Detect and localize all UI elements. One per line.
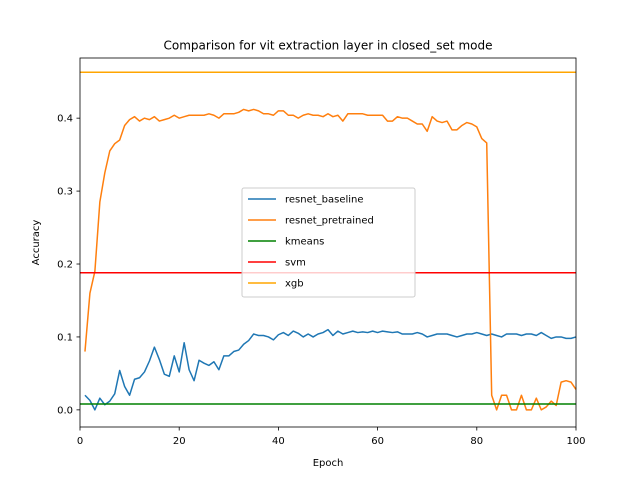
x-tick-label: 60 (371, 436, 384, 447)
x-tick-label: 20 (173, 436, 186, 447)
legend-label-xgb: xgb (285, 279, 304, 290)
y-tick-label: 0.2 (57, 260, 73, 271)
y-tick-label: 0.3 (57, 187, 73, 198)
legend-label-kmeans: kmeans (285, 237, 324, 248)
plot-frame (79, 57, 577, 428)
y-tick-label: 0.1 (57, 332, 73, 343)
x-tick-label: 40 (272, 436, 285, 447)
series-line-resnet-baseline (84, 328, 577, 411)
legend-label-svm: svm (285, 258, 306, 269)
y-axis-label: Accuracy (31, 220, 42, 266)
x-tick-label: 80 (470, 436, 483, 447)
y-tick-label: 0.4 (57, 114, 73, 125)
x-tick-label: 100 (566, 436, 585, 447)
x-axis-label: Epoch (313, 458, 344, 469)
series-line-resnet-pretrained (84, 108, 577, 411)
x-axis-ticks: 0 20 40 60 80 100 (77, 427, 586, 447)
y-axis-ticks: 0.0 0.1 0.2 0.3 0.4 (57, 114, 80, 416)
legend-label-resnet-baseline: resnet_baseline (285, 195, 364, 206)
chart-title: Comparison for vit extraction layer in c… (164, 39, 493, 53)
legend-box (241, 187, 416, 298)
y-tick-label: 0.0 (57, 405, 73, 416)
legend-label-resnet-pretrained: resnet_pretrained (285, 216, 374, 227)
x-tick-label: 0 (77, 436, 83, 447)
